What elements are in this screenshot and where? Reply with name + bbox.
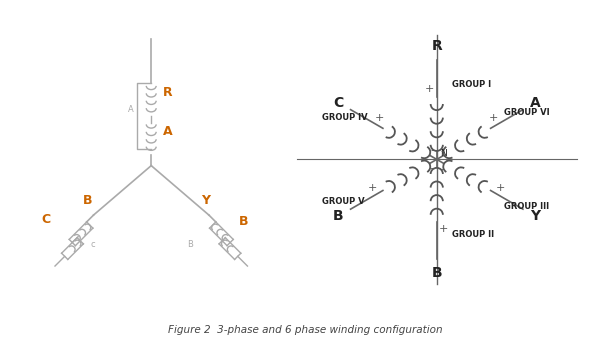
Text: A: A xyxy=(530,96,540,110)
Text: Y: Y xyxy=(200,194,210,207)
Text: c: c xyxy=(90,240,95,249)
Text: -: - xyxy=(430,145,434,155)
Text: +: + xyxy=(425,84,434,94)
Text: +: + xyxy=(496,184,505,193)
Text: B: B xyxy=(239,215,249,228)
Text: C: C xyxy=(334,96,343,110)
Text: N: N xyxy=(441,149,447,158)
Text: GROUP II: GROUP II xyxy=(452,230,494,239)
Text: B: B xyxy=(187,240,193,249)
Text: GROUP IV: GROUP IV xyxy=(323,113,368,122)
Text: Y: Y xyxy=(530,209,540,223)
Text: R: R xyxy=(163,86,172,99)
Text: -: - xyxy=(441,146,445,156)
Text: B: B xyxy=(431,266,442,280)
Text: -: - xyxy=(425,154,428,164)
Text: -: - xyxy=(439,164,444,174)
Text: +: + xyxy=(368,184,378,193)
Text: +: + xyxy=(375,114,384,123)
Text: +: + xyxy=(439,224,448,234)
Text: R: R xyxy=(431,39,442,53)
Text: -: - xyxy=(429,163,433,173)
Text: A: A xyxy=(163,125,172,138)
Text: B: B xyxy=(333,209,344,223)
Text: GROUP III: GROUP III xyxy=(505,201,550,211)
Text: GROUP I: GROUP I xyxy=(452,80,491,89)
Text: GROUP V: GROUP V xyxy=(323,197,365,206)
Text: B: B xyxy=(82,194,92,207)
Text: GROUP VI: GROUP VI xyxy=(505,108,550,117)
Text: Figure 2  3-phase and 6 phase winding configuration: Figure 2 3-phase and 6 phase winding con… xyxy=(168,324,443,335)
Text: +: + xyxy=(489,114,499,123)
Text: A: A xyxy=(128,105,134,114)
Text: -: - xyxy=(445,155,449,165)
Text: C: C xyxy=(42,213,50,226)
